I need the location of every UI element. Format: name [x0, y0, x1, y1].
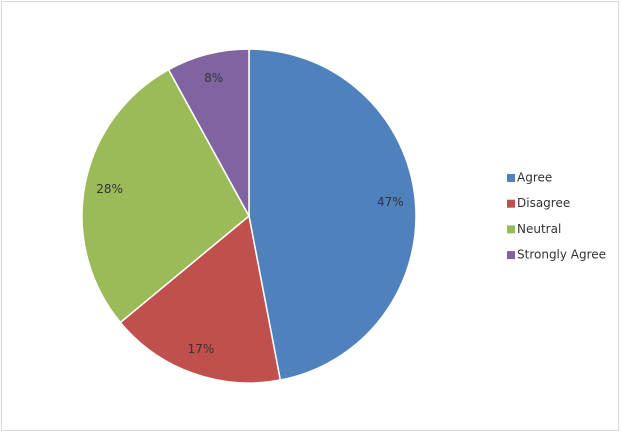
legend-swatch	[507, 199, 515, 208]
data-label: 8%	[204, 71, 223, 85]
pie-slice	[81, 68, 250, 324]
data-label: 47%	[377, 195, 404, 209]
data-label: 28%	[96, 182, 123, 196]
legend-swatch	[507, 225, 515, 234]
legend-swatch	[507, 251, 515, 260]
legend-label: Neutral	[517, 222, 561, 236]
legend-label: Agree	[517, 171, 552, 185]
legend-swatch	[507, 174, 515, 182]
pie-slice	[119, 214, 282, 384]
legend-label: Strongly Agree	[517, 248, 606, 262]
pie-slice	[167, 48, 250, 217]
legend-label: Disagree	[517, 196, 570, 210]
data-label: 17%	[188, 342, 215, 356]
pie-slice	[248, 48, 417, 381]
